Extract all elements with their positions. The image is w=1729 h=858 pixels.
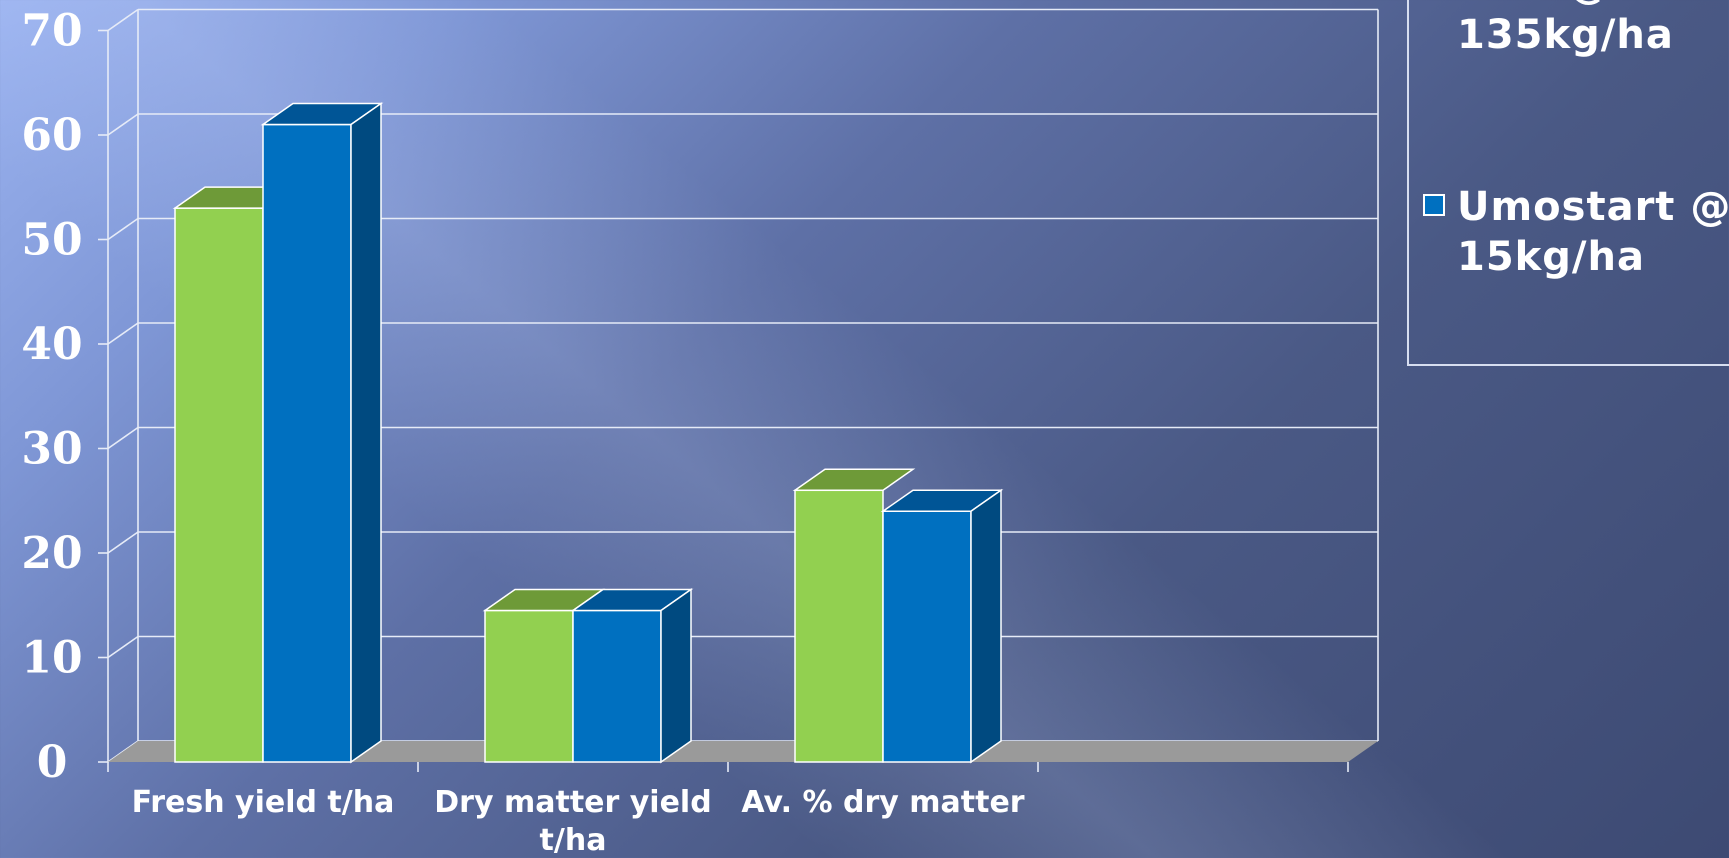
legend: DAP @ 135kg/ha Umostart @ 15kg/ha: [1407, 0, 1729, 366]
bar-umostart: [262, 123, 352, 763]
side-gridline: [107, 531, 139, 554]
y-tick-label: 50: [21, 215, 82, 266]
side-gridline: [107, 322, 139, 345]
bar-umostart: [572, 609, 662, 763]
x-tick-label: Av. % dry matter: [741, 785, 1024, 820]
side-gridline: [107, 217, 139, 241]
bar-dap: [794, 489, 884, 763]
y-tick-label: 20: [21, 528, 82, 579]
bar-umostart: [882, 510, 972, 763]
chart-floor: [108, 741, 1378, 762]
x-tick-label: Fresh yield t/ha: [132, 785, 395, 820]
side-gridline: [107, 113, 139, 136]
x-tick-label: Dry matter yield t/ha: [434, 785, 711, 858]
y-tick-label: 40: [21, 319, 82, 370]
bar-top: [792, 468, 916, 492]
side-gridline: [107, 426, 139, 450]
bar-dap: [174, 207, 264, 763]
legend-label-umostart: Umostart @ 15kg/ha: [1457, 184, 1729, 280]
bar-side: [970, 488, 1002, 764]
bar-side: [660, 588, 692, 764]
y-tick-label: 0: [37, 737, 68, 788]
y-tick-label: 70: [21, 6, 82, 57]
y-tick-label: 30: [21, 424, 82, 475]
legend-swatch-umostart: [1423, 194, 1445, 216]
y-tick-label: 10: [21, 633, 82, 684]
side-gridline: [107, 8, 139, 32]
y-tick-label: 60: [21, 110, 82, 161]
bar-side: [350, 102, 382, 764]
side-gridline: [107, 635, 139, 659]
legend-label-dap: DAP @ 135kg/ha: [1457, 0, 1674, 58]
bar-dap: [484, 609, 574, 763]
